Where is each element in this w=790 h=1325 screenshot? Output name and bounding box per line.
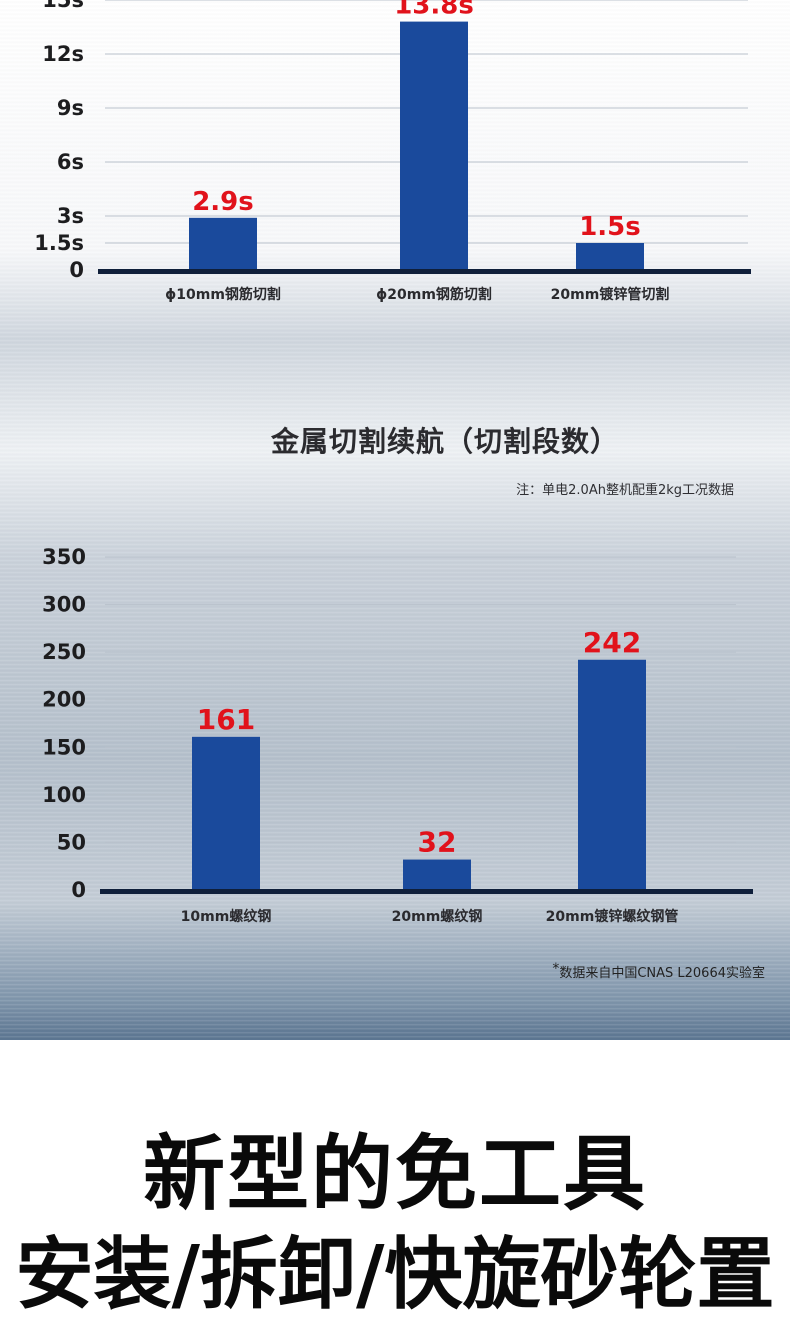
y-tick-label: 0 [71,878,86,902]
bar-value-label: 2.9s [192,187,254,217]
y-tick-label: 15s [42,0,84,12]
y-tick-label: 350 [42,545,86,569]
y-tick-label: 50 [57,830,86,854]
y-tick-label: 0 [69,258,84,282]
bar [578,659,646,890]
bar-value-label: 32 [418,826,457,859]
x-axis-line [100,889,753,894]
headline: 新型的免工具 安装/拆卸/快旋砂轮置 [0,1125,790,1325]
bar [403,859,471,890]
y-tick-label: 1.5s [34,231,84,255]
category-label: 20mm镀锌管切割 [551,286,670,303]
source-note-text: 数据来自中国CNAS L20664实验室 [559,966,765,981]
bar [192,736,260,890]
chart-panel: 0 1.5s 3s 6s 9s 12s 15s 2.9s ϕ10mm钢筋切割 13.8s ϕ20mm… [0,0,790,1040]
bar [576,243,644,270]
category-label: 10mm螺纹钢 [181,908,272,925]
chart2-note: 注：单电2.0Ah整机配重2kg工况数据 [516,483,734,498]
source-note: *数据来自中国CNAS L20664实验室 [552,961,765,981]
y-tick-label: 9s [57,96,84,120]
y-tick-label: 6s [57,150,84,174]
bar-value-label: 13.8s [394,0,474,21]
y-tick-label: 100 [42,783,86,807]
headline-line2: 安装/拆卸/快旋砂轮置 [15,1230,775,1320]
y-tick-label: 250 [42,640,86,664]
y-tick-label: 150 [42,735,86,759]
headline-line1: 新型的免工具 [142,1127,647,1222]
bar [400,21,468,270]
category-label: ϕ20mm钢筋切割 [376,286,492,303]
bar-value-label: 242 [583,626,641,659]
y-tick-label: 3s [57,204,84,228]
y-tick-label: 300 [42,593,86,617]
bar-value-label: 161 [197,703,255,736]
chart-cutting-time: 0 1.5s 3s 6s 9s 12s 15s 2.9s ϕ10mm钢筋切割 13.8s ϕ20mm… [34,0,751,303]
y-tick-label: 12s [42,42,84,66]
bar-value-label: 1.5s [579,212,641,242]
y-tick-label: 200 [42,688,86,712]
footnote-star: * [552,961,560,977]
bar [189,217,257,270]
chart-cutting-endurance: 0 50 100 150 200 250 300 350 161 10mm螺纹钢 32 20mm螺纹钢… [42,545,753,925]
category-label: ϕ10mm钢筋切割 [165,286,281,303]
chart2-title: 金属切割续航（切割段数） [270,425,619,458]
x-axis-line [98,269,751,274]
category-label: 20mm螺纹钢 [392,908,483,925]
category-label: 20mm镀锌螺纹钢管 [546,908,679,925]
